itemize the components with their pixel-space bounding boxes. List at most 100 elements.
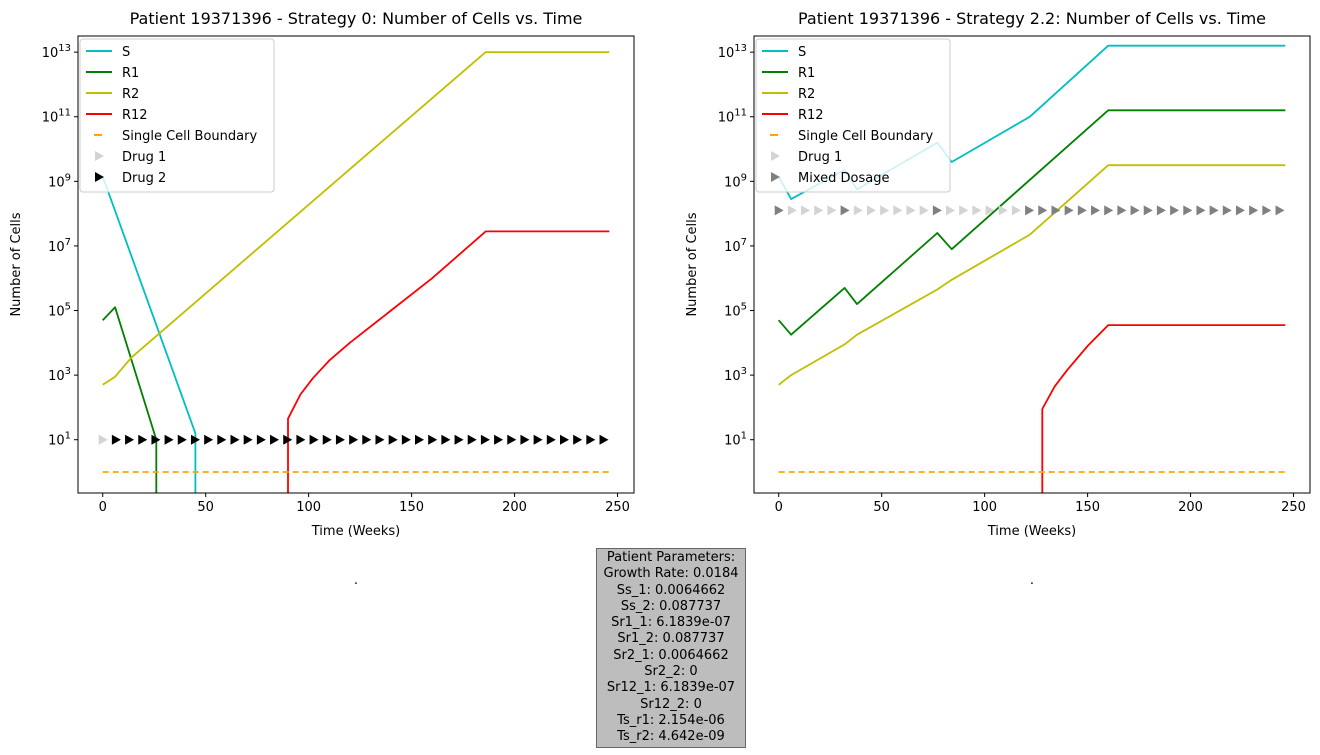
y-tick-label: 1011: [718, 108, 747, 126]
dose-marker: [1117, 205, 1127, 216]
param-line: Growth Rate: 0.0184: [603, 566, 739, 582]
x-axis-label: Time (Weeks): [987, 524, 1076, 539]
legend-swatch-triangle: [95, 151, 104, 161]
dose-marker: [1104, 205, 1114, 216]
x-tick-label: 200: [502, 500, 527, 515]
series-line-r12: [1041, 324, 1286, 493]
dose-marker: [1143, 205, 1153, 216]
dose-marker: [507, 434, 517, 445]
dose-marker: [98, 434, 108, 445]
dose-marker: [840, 205, 850, 216]
legend-item: Drug 1: [771, 150, 842, 165]
dose-marker: [388, 434, 398, 445]
dose-marker: [774, 205, 784, 216]
dose-marker: [375, 434, 385, 445]
dose-marker: [1064, 205, 1074, 216]
legend-box: [79, 38, 275, 193]
dose-marker: [1235, 205, 1245, 216]
dose-marker: [454, 434, 464, 445]
x-tick-label: 100: [296, 500, 321, 515]
dose-marker: [814, 205, 824, 216]
param-line: Sr2_1: 0.0064662: [613, 647, 729, 663]
legend-label: R1: [798, 66, 815, 81]
legend-item: Mixed Dosage: [771, 171, 889, 186]
dose-marker: [1222, 205, 1232, 216]
dose-marker: [138, 434, 148, 445]
dose-marker: [801, 205, 811, 216]
param-line: Ts_r1: 2.154e-06: [617, 712, 725, 728]
series-line-r2: [102, 51, 610, 386]
dose-marker: [428, 434, 438, 445]
y-tick-label: 1011: [42, 108, 71, 126]
dose-marker: [1183, 205, 1193, 216]
dose-marker: [467, 434, 477, 445]
dose-marker: [1025, 205, 1035, 216]
dose-marker: [906, 205, 916, 216]
y-tick-label: 101: [724, 431, 747, 449]
param-line: Sr1_2: 0.087737: [617, 631, 725, 647]
chart-legend: S R1 R2 R12 Single Cell Boundary Drug 1 Drug 2: [79, 38, 275, 193]
y-tick-label: 107: [48, 237, 71, 255]
x-tick-label: 150: [399, 500, 424, 515]
series-line-r1: [778, 109, 1286, 336]
y-tick-label: 105: [48, 302, 71, 320]
dose-marker: [322, 434, 332, 445]
dose-marker: [866, 205, 876, 216]
y-tick-label: 109: [724, 172, 747, 190]
chart-panel-1: Patient 19371396 - Strategy 2.2: Number …: [685, 9, 1311, 588]
dose-marker: [125, 434, 135, 445]
param-line: Sr2_2: 0: [644, 664, 698, 680]
legend-swatch-triangle: [95, 172, 104, 182]
legend-item: R2: [86, 87, 139, 102]
param-line: Patient Parameters:: [606, 550, 736, 565]
y-tick-label: 107: [724, 237, 747, 255]
axes-frame: [77, 35, 635, 494]
dose-marker: [1275, 205, 1285, 216]
param-line: Sr12_2: 0: [640, 696, 702, 712]
plot-area: [98, 51, 610, 493]
dose-marker: [893, 205, 903, 216]
dose-marker: [787, 205, 797, 216]
dose-marker: [1011, 205, 1021, 216]
series-line-r2: [778, 164, 1286, 386]
dose-marker: [880, 205, 890, 216]
dose-marker: [573, 434, 583, 445]
series-line-s: [101, 176, 197, 493]
dose-marker: [309, 434, 319, 445]
dose-marker: [256, 434, 266, 445]
param-line: Ss_2: 0.087737: [620, 598, 722, 614]
dose-marker: [998, 205, 1008, 216]
legend-label: Drug 2: [122, 171, 166, 186]
legend-label: R12: [798, 108, 824, 123]
dose-marker: [827, 205, 837, 216]
legend-box: [755, 38, 951, 193]
dose-marker: [1156, 205, 1166, 216]
legend-item: R1: [86, 66, 139, 81]
legend-item: R12: [762, 108, 824, 123]
dose-marker: [1038, 205, 1048, 216]
dose-marker: [586, 434, 596, 445]
dose-marker: [230, 434, 240, 445]
dose-marker: [190, 434, 200, 445]
dose-marker: [401, 434, 411, 445]
dose-marker: [1091, 205, 1101, 216]
y-tick-label: 103: [724, 366, 747, 384]
dose-marker: [959, 205, 969, 216]
y-axis-label: Number of Cells: [685, 212, 700, 316]
dose-marker: [164, 434, 174, 445]
x-tick-label: 0: [99, 500, 107, 515]
legend-label: Drug 1: [798, 150, 842, 165]
param-line: Ss_1: 0.0064662: [616, 582, 726, 598]
dose-marker: [1051, 205, 1061, 216]
legend-item: R1: [762, 66, 815, 81]
dose-marker: [283, 434, 293, 445]
dose-marker: [480, 434, 490, 445]
dose-marker: [270, 434, 280, 445]
dose-marker: [1170, 205, 1180, 216]
dose-marker: [1262, 205, 1272, 216]
y-axis-label: Number of Cells: [9, 212, 24, 316]
legend-label: S: [122, 45, 130, 60]
chart-title: Patient 19371396 - Strategy 2.2: Number …: [798, 9, 1266, 28]
legend-item: Drug 1: [95, 150, 166, 165]
